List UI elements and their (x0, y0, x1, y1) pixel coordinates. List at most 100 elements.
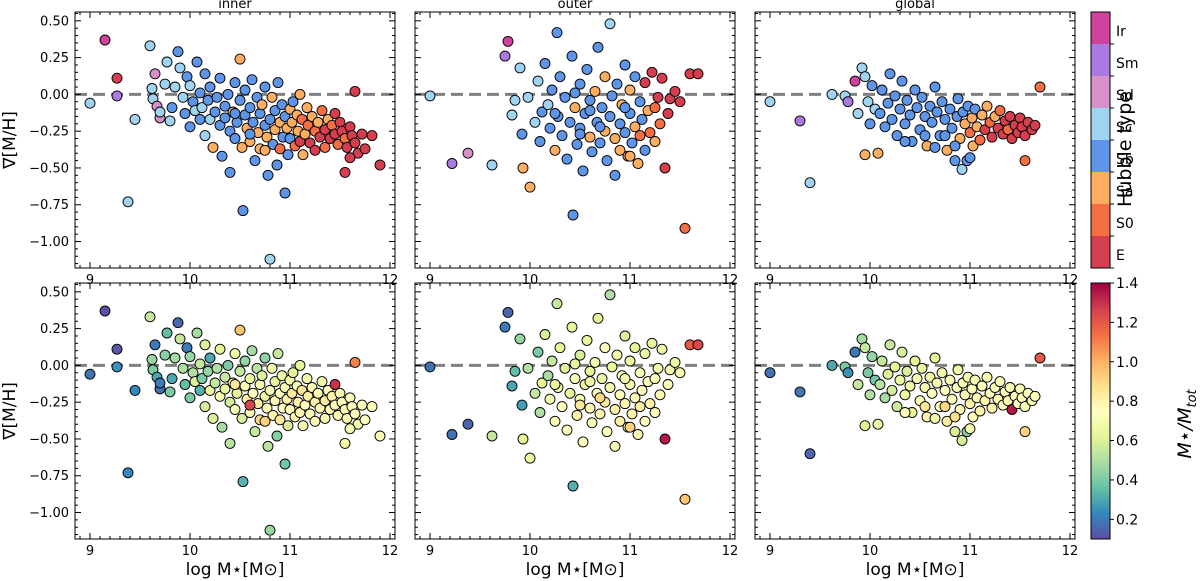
data-point (619, 59, 631, 71)
data-point (794, 386, 806, 398)
data-point (611, 78, 623, 90)
y-tick-label: 0.50 (40, 285, 69, 300)
data-point (344, 423, 356, 435)
data-point (946, 393, 958, 405)
x-axis-label: log M⋆[M⊙] (186, 560, 285, 580)
x-tick-label: 9 (766, 273, 774, 288)
hubble-color-segment (1091, 12, 1110, 44)
data-point (894, 103, 906, 115)
data-point (872, 418, 884, 430)
data-point (849, 75, 861, 87)
data-point (609, 169, 621, 181)
data-point (177, 91, 189, 103)
data-point (264, 113, 276, 125)
data-point (271, 430, 283, 442)
data-point (994, 105, 1006, 117)
data-point (514, 62, 526, 74)
data-point (629, 342, 641, 354)
data-point (191, 56, 203, 68)
data-point (329, 379, 341, 390)
data-point (229, 404, 241, 415)
data-point (882, 368, 894, 380)
data-point (287, 96, 299, 108)
data-point (509, 365, 521, 377)
data-point (244, 128, 256, 140)
data-point (279, 187, 291, 199)
x-tick-label: 10 (862, 544, 879, 559)
data-point (166, 373, 178, 385)
x-tick-label: 9 (86, 544, 94, 559)
data-point (567, 480, 579, 492)
data-point (259, 415, 271, 427)
data-point (889, 361, 901, 373)
mass-tick-label: 1.2 (1116, 315, 1138, 331)
data-point (209, 377, 221, 389)
data-point (931, 106, 943, 118)
data-point (184, 80, 196, 92)
data-point (896, 346, 908, 358)
data-point (571, 409, 583, 421)
data-point (566, 321, 578, 333)
panel-frame (754, 282, 1076, 540)
data-point (604, 382, 616, 393)
data-point (166, 102, 178, 114)
data-point (499, 321, 511, 333)
data-point (619, 127, 631, 139)
data-point (196, 373, 208, 385)
data-point (199, 339, 211, 351)
data-point (882, 97, 894, 109)
data-point (294, 88, 306, 100)
data-point (614, 144, 626, 156)
data-point (949, 155, 961, 167)
data-point (569, 373, 581, 385)
data-point (584, 365, 596, 377)
data-point (359, 143, 371, 155)
data-point (546, 84, 558, 96)
data-point (272, 348, 284, 360)
data-point (626, 137, 638, 149)
data-point (866, 80, 878, 92)
data-point (224, 437, 236, 449)
data-point (344, 392, 356, 404)
data-point (624, 355, 636, 367)
data-point (194, 358, 206, 370)
data-point (586, 417, 598, 429)
data-point (594, 408, 606, 420)
data-point (184, 121, 196, 133)
x-tick-label: 10 (182, 273, 199, 288)
data-point (239, 84, 251, 96)
data-point (669, 356, 681, 368)
data-point (964, 127, 976, 139)
data-point (569, 358, 581, 370)
data-point (549, 144, 561, 156)
data-point (964, 423, 976, 435)
x-tick-label: 11 (282, 544, 299, 559)
data-point (619, 330, 631, 342)
hubble-color-segment (1091, 140, 1110, 172)
data-point (244, 373, 256, 385)
data-point (319, 141, 331, 153)
data-point (679, 222, 691, 234)
data-point (606, 361, 618, 373)
data-point (247, 116, 259, 128)
data-point (629, 71, 641, 83)
data-point (994, 376, 1006, 388)
data-point (177, 362, 189, 374)
hubble-type-colorbar: E S0 Sa Sb Sc Sd Sm Ir (1090, 11, 1139, 269)
data-point (244, 102, 256, 114)
data-point (219, 383, 231, 395)
data-point (229, 348, 241, 360)
data-point (359, 414, 371, 426)
data-point (624, 421, 636, 433)
data-point (619, 398, 631, 410)
data-point (901, 94, 913, 106)
data-point (179, 379, 191, 390)
data-point (611, 349, 623, 361)
data-point (981, 100, 993, 112)
data-point (584, 131, 596, 143)
mass-tick-label: 0.8 (1116, 394, 1138, 410)
data-point (229, 77, 241, 89)
data-point (316, 376, 328, 388)
hubble-class-label: Sd (1116, 88, 1134, 104)
